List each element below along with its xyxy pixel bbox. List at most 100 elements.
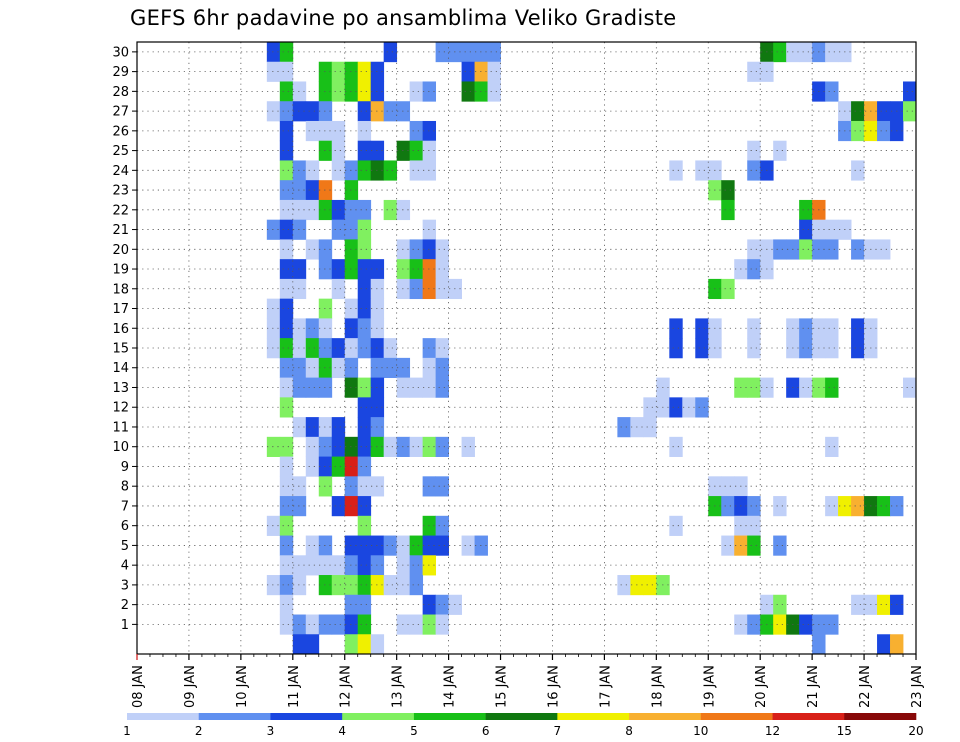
heatmap-cell (344, 377, 359, 398)
heatmap-cell (799, 614, 813, 635)
y-tick-label: 12 (112, 401, 129, 416)
colorbar-swatch (342, 713, 415, 720)
colorbar-label: 8 (625, 724, 633, 738)
heatmap-cell (318, 298, 333, 319)
heatmap-cell (318, 318, 333, 339)
heatmap-cell (305, 377, 320, 398)
y-tick-label: 16 (112, 322, 129, 337)
heatmap-cell (747, 496, 761, 517)
heatmap-cell (318, 199, 333, 221)
y-tick-label: 5 (121, 539, 129, 554)
heatmap-cell (747, 239, 761, 260)
heatmap-cell (747, 614, 761, 635)
heatmap-cell (877, 101, 891, 122)
heatmap-cell (331, 614, 346, 635)
y-tick-label: 29 (112, 65, 129, 80)
heatmap-cell (344, 338, 359, 359)
heatmap-cell (318, 180, 333, 201)
heatmap-cell (292, 278, 307, 300)
heatmap-cell (344, 239, 359, 260)
heatmap-cell (305, 239, 320, 260)
colorbar-label: 5 (410, 724, 418, 738)
y-tick-label: 20 (112, 243, 129, 258)
heatmap-cell (344, 614, 359, 635)
heatmap-cell (461, 81, 475, 102)
heatmap-cell (877, 594, 891, 615)
heatmap-cell (331, 575, 346, 596)
heatmap-cell (383, 535, 398, 556)
heatmap-cell (383, 199, 398, 221)
heatmap-cell (279, 515, 294, 536)
heatmap-cell (305, 120, 320, 142)
colorbar-swatch (629, 713, 702, 720)
heatmap-cell (799, 318, 813, 339)
heatmap-cell (669, 318, 683, 339)
heatmap-cell (357, 496, 372, 517)
heatmap-cell (318, 476, 333, 497)
heatmap-cell (292, 160, 307, 181)
heatmap-cell (851, 120, 865, 142)
heatmap-cell (279, 160, 294, 181)
heatmap-cell (825, 42, 839, 63)
x-tick-label: 15 JAN (495, 665, 510, 708)
y-tick-label: 9 (121, 460, 129, 475)
heatmap-cell (669, 338, 683, 359)
heatmap-cell (292, 259, 307, 280)
heatmap-cell (357, 140, 372, 161)
y-tick-label: 18 (112, 282, 129, 297)
heatmap-cell (331, 81, 346, 102)
colorbar-label: 20 (908, 724, 923, 738)
x-tick-label: 12 JAN (339, 665, 354, 708)
heatmap-cell (279, 219, 294, 240)
heatmap-cell (877, 239, 891, 260)
heatmap-cell (825, 318, 839, 339)
heatmap-cell (409, 575, 424, 596)
heatmap-cell (409, 614, 424, 635)
heatmap-cell (344, 219, 359, 240)
heatmap-cell (344, 634, 359, 655)
heatmap-cell (903, 81, 917, 102)
heatmap-cell (721, 180, 735, 201)
heatmap-cell (279, 318, 294, 339)
heatmap-cell (279, 397, 294, 418)
heatmap-cell (461, 535, 475, 556)
heatmap-cell (357, 259, 372, 280)
heatmap-cell (292, 318, 307, 339)
heatmap-cell (318, 120, 333, 142)
heatmap-cell (266, 318, 281, 339)
y-tick-label: 26 (112, 124, 129, 139)
heatmap-cell (825, 614, 839, 635)
heatmap-cell (617, 575, 631, 596)
heatmap-cell (799, 42, 813, 63)
heatmap-cell (695, 397, 709, 418)
colorbar-swatch (270, 713, 343, 720)
heatmap-cell (344, 535, 359, 556)
heatmap-cell (305, 456, 320, 477)
colorbar-label: 3 (267, 724, 275, 738)
heatmap-cell (344, 436, 359, 457)
heatmap-cell (305, 199, 320, 221)
colorbar-swatch (844, 713, 917, 720)
heatmap-cell (825, 219, 839, 240)
heatmap-cell (409, 436, 424, 457)
heatmap-cell (331, 219, 346, 240)
colorbar-label: 1 (123, 724, 131, 738)
x-tick-label: 09 JAN (183, 665, 198, 708)
heatmap-cell (747, 140, 761, 161)
heatmap-cell (279, 298, 294, 319)
heatmap-cell (357, 634, 372, 655)
heatmap-cell (383, 42, 398, 63)
heatmap-cell (903, 101, 917, 122)
heatmap-cell (357, 318, 372, 339)
y-tick-label: 2 (121, 598, 129, 613)
heatmap-cell (318, 456, 333, 477)
heatmap-cell (643, 417, 657, 438)
x-tick-label: 22 JAN (858, 665, 873, 708)
heatmap-cell (877, 496, 891, 517)
heatmap-cell (292, 575, 307, 596)
heatmap-cell (318, 357, 333, 379)
heatmap-cell (305, 417, 320, 438)
heatmap-cell (331, 61, 346, 82)
heatmap-cell (773, 614, 787, 635)
heatmap-cell (409, 81, 424, 102)
